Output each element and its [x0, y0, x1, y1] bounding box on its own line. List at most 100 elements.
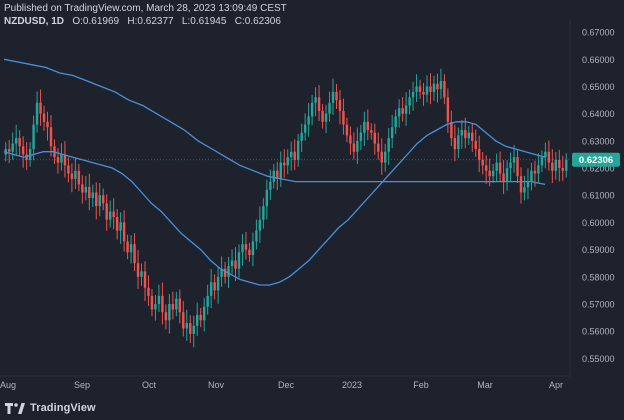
candle-body [171, 304, 175, 310]
low-value: 0.61945 [190, 16, 227, 27]
candle-body [105, 203, 108, 220]
candle-body [293, 151, 296, 160]
y-tick-label: 0.60000 [582, 218, 615, 228]
last-price-label: 0.62306 [579, 155, 613, 166]
candle-body [478, 149, 481, 160]
candle-body [192, 325, 195, 334]
candle-body [161, 295, 164, 313]
candle-body [296, 140, 300, 160]
candle-body [189, 323, 192, 334]
candle-body [321, 110, 324, 122]
candle-body [498, 162, 502, 174]
y-tick-label: 0.65000 [582, 82, 615, 92]
last-price-badge [572, 152, 620, 167]
candle-body [565, 159, 568, 171]
candle-body [122, 222, 126, 242]
candle-body [213, 282, 216, 291]
candle-body [119, 222, 122, 231]
candle-body [237, 252, 241, 269]
candle-body [251, 241, 255, 256]
candle-body [230, 260, 234, 266]
candle-body [244, 244, 248, 250]
ma-fast-line [3, 121, 546, 286]
candle-body [248, 249, 251, 256]
candle-body [418, 86, 422, 92]
candle-body [544, 151, 547, 158]
candle-body [551, 162, 554, 171]
candle-body [502, 173, 505, 182]
candle-body [56, 157, 60, 163]
y-tick-label: 0.64000 [582, 109, 615, 119]
candle-body [561, 168, 564, 171]
candle-body [98, 195, 101, 207]
candle-body [262, 206, 265, 220]
candle-body [356, 140, 359, 152]
candle-body [415, 86, 418, 92]
candle-body [366, 121, 370, 130]
candle-body [286, 157, 289, 166]
candle-body [11, 143, 14, 152]
candle-body [209, 282, 213, 296]
candle-body [300, 132, 303, 141]
y-tick-label: 0.55000 [582, 354, 615, 364]
x-tick-label: Mar [477, 380, 493, 390]
candle-body [516, 157, 519, 177]
high-label: H: [127, 16, 138, 27]
candle-body [255, 230, 258, 242]
candle-body [35, 102, 39, 125]
candle-body [443, 81, 446, 98]
candle-body [377, 143, 380, 152]
candle-body [115, 216, 119, 231]
symbol-label: NZDUSD, 1D [4, 16, 65, 27]
candle-body [474, 140, 477, 150]
candle-body [484, 165, 488, 171]
candle-body [143, 271, 147, 288]
candle-body [67, 165, 70, 174]
y-tick-label: 0.59000 [582, 245, 615, 255]
candle-body [39, 102, 42, 114]
candle-body [429, 86, 432, 92]
candle-body [133, 244, 136, 264]
close-label: C: [234, 16, 245, 27]
candle-body [32, 124, 35, 150]
candle-body [276, 170, 279, 179]
candle-body [519, 176, 523, 193]
candle-body [453, 138, 457, 150]
candle-body [157, 295, 161, 305]
candle-body [526, 181, 530, 188]
candle-body [279, 162, 282, 179]
y-tick-label: 0.57000 [582, 300, 615, 310]
y-tick-label: 0.62000 [582, 164, 615, 174]
candle-body [495, 162, 498, 171]
candle-body [446, 97, 450, 122]
symbol-ohlc-legend: NZDUSD, 1D O:0.61969 H:0.62377 L:0.61945… [4, 16, 281, 28]
candle-body [491, 170, 495, 177]
candle-body [408, 97, 411, 106]
candle-body [265, 189, 269, 207]
candle-body [439, 81, 443, 90]
candle-body [359, 132, 363, 141]
candle-body [530, 170, 533, 182]
candle-body [411, 91, 415, 98]
candle-body [328, 102, 331, 114]
y-tick-label: 0.67000 [582, 28, 615, 38]
candle-body [21, 146, 25, 155]
x-tick-label: Nov [208, 380, 225, 390]
candles-group [4, 68, 568, 348]
candle-body [481, 159, 484, 166]
candle-body [81, 184, 84, 193]
candle-body [335, 91, 338, 101]
x-tick-label: Apr [549, 380, 563, 390]
y-tick-label: 0.56000 [582, 327, 615, 337]
candle-body [303, 124, 307, 133]
candle-body [338, 100, 342, 111]
candle-body [136, 263, 140, 277]
candle-body [384, 151, 387, 163]
candle-body [185, 323, 188, 329]
candle-body [457, 135, 460, 150]
tradingview-brand[interactable]: TradingView [5, 401, 96, 415]
y-tick-label: 0.58000 [582, 272, 615, 282]
candle-body [178, 298, 182, 313]
candle-body [18, 138, 21, 147]
